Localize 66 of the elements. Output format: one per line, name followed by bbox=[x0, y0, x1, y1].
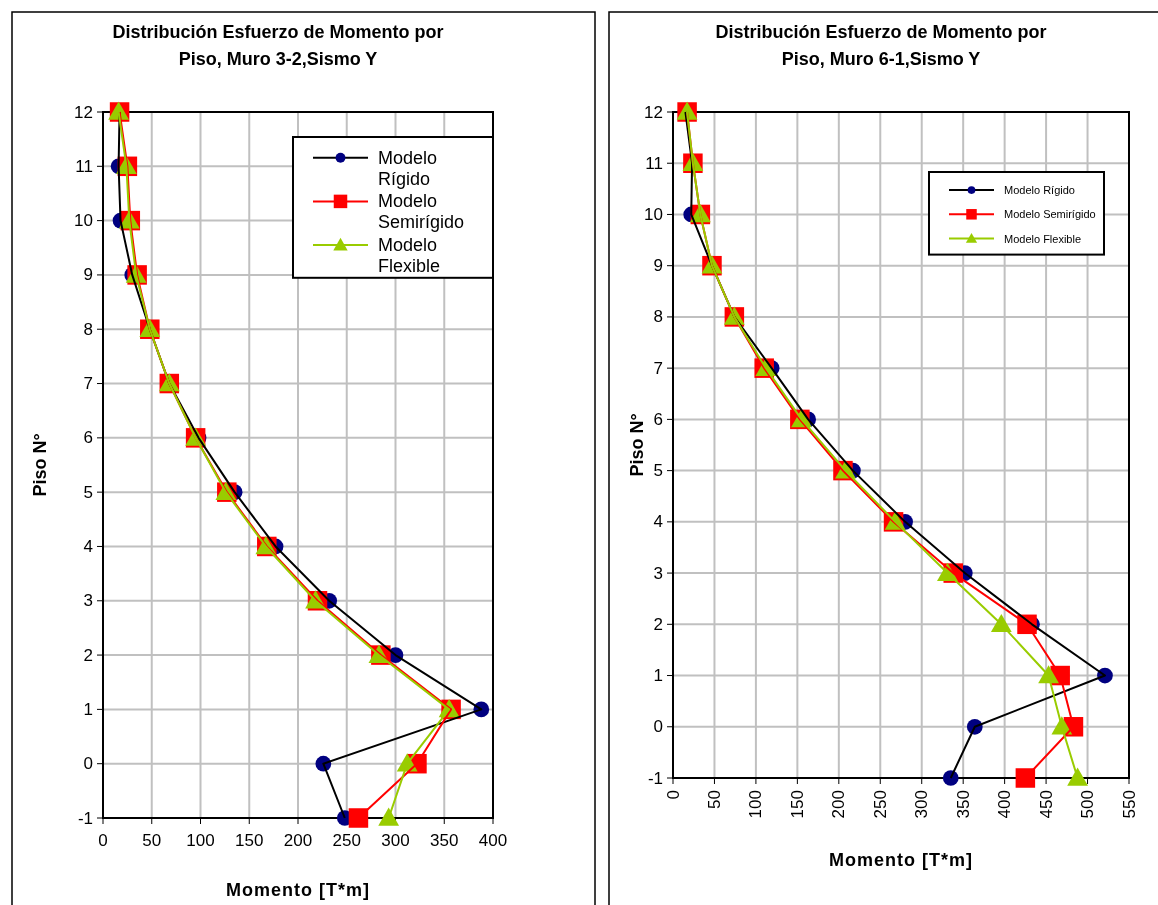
legend-label: Modelo Flexible bbox=[378, 235, 441, 276]
y-tick-label: 6 bbox=[83, 428, 93, 448]
y-axis-title: Piso N° bbox=[627, 413, 647, 477]
x-tick-label: 400 bbox=[478, 831, 508, 850]
point bbox=[1067, 767, 1088, 786]
y-tick-label: 4 bbox=[653, 512, 663, 532]
y-tick-label: 0 bbox=[83, 754, 93, 774]
x-tick-label: 200 bbox=[283, 831, 313, 850]
y-tick-label: 4 bbox=[83, 536, 93, 556]
x-tick-label: 500 bbox=[1078, 790, 1098, 819]
x-tick-label: 550 bbox=[1119, 790, 1139, 819]
x-tick-label: 250 bbox=[332, 831, 361, 850]
x-tick-label: 450 bbox=[1036, 790, 1056, 819]
point bbox=[378, 807, 400, 826]
point bbox=[1015, 768, 1036, 788]
x-tick-label: 300 bbox=[912, 790, 932, 819]
y-tick-label: 3 bbox=[653, 563, 663, 583]
x-tick-label: 50 bbox=[704, 790, 724, 809]
legend-label: Modelo Rígido bbox=[1004, 184, 1075, 197]
y-tick-label: 12 bbox=[74, 102, 93, 122]
y-tick-label: 8 bbox=[83, 319, 93, 339]
x-tick-label: 150 bbox=[235, 831, 264, 850]
y-tick-label: 6 bbox=[653, 409, 663, 429]
y-tick-label: -1 bbox=[647, 768, 663, 788]
x-tick-label: 300 bbox=[381, 831, 410, 850]
y-tick-label: 1 bbox=[653, 666, 663, 686]
y-tick-label: 9 bbox=[83, 265, 93, 285]
x-axis-title: Momento [T*m] bbox=[829, 850, 973, 870]
x-tick-label: 100 bbox=[186, 831, 215, 850]
x-tick-label: 250 bbox=[870, 790, 890, 819]
y-tick-label: 2 bbox=[653, 614, 663, 634]
y-tick-label: 7 bbox=[83, 374, 93, 394]
y-tick-label: 12 bbox=[644, 102, 663, 122]
x-tick-label: 0 bbox=[98, 831, 108, 850]
y-tick-label: 9 bbox=[653, 256, 663, 276]
chart-title: Distribución Esfuerzo de Momento por Piso, Muro 6-1,Sismo Y bbox=[715, 22, 1047, 69]
legend-label: Modelo Rígido bbox=[378, 147, 438, 189]
y-tick-label: 7 bbox=[653, 358, 663, 378]
y-tick-label: 0 bbox=[653, 717, 663, 737]
y-tick-label: 2 bbox=[83, 645, 93, 665]
y-tick-label: -1 bbox=[77, 808, 93, 828]
y-tick-label: 5 bbox=[653, 461, 663, 481]
y-tick-label: 3 bbox=[83, 591, 93, 611]
x-tick-label: 150 bbox=[787, 790, 807, 819]
x-tick-label: 350 bbox=[953, 790, 973, 819]
y-tick-label: 5 bbox=[83, 482, 93, 502]
y-tick-label: 11 bbox=[645, 153, 663, 173]
x-axis-title: Momento [T*m] bbox=[226, 880, 370, 900]
point bbox=[348, 808, 369, 828]
y-axis-title: Piso N° bbox=[30, 433, 50, 497]
x-tick-label: 350 bbox=[430, 831, 459, 850]
y-tick-label: 11 bbox=[75, 156, 93, 176]
legend-label: Modelo Semirígido bbox=[1004, 208, 1096, 221]
x-tick-label: 200 bbox=[829, 790, 849, 819]
legend-label: Modelo Flexible bbox=[1004, 232, 1082, 245]
point bbox=[942, 770, 959, 786]
chart-title: Distribución Esfuerzo de Momento por Piso, Muro 3-2,Sismo Y bbox=[112, 22, 444, 69]
y-tick-label: 8 bbox=[653, 307, 663, 327]
x-tick-label: 0 bbox=[663, 790, 683, 800]
x-tick-label: 400 bbox=[995, 790, 1015, 819]
legend-label: Modelo Semirígido bbox=[378, 191, 465, 233]
x-tick-label: 50 bbox=[142, 831, 162, 850]
y-tick-label: 10 bbox=[644, 204, 663, 224]
x-tick-label: 100 bbox=[746, 790, 766, 819]
y-tick-label: 10 bbox=[74, 211, 93, 231]
y-tick-label: 1 bbox=[83, 699, 93, 719]
